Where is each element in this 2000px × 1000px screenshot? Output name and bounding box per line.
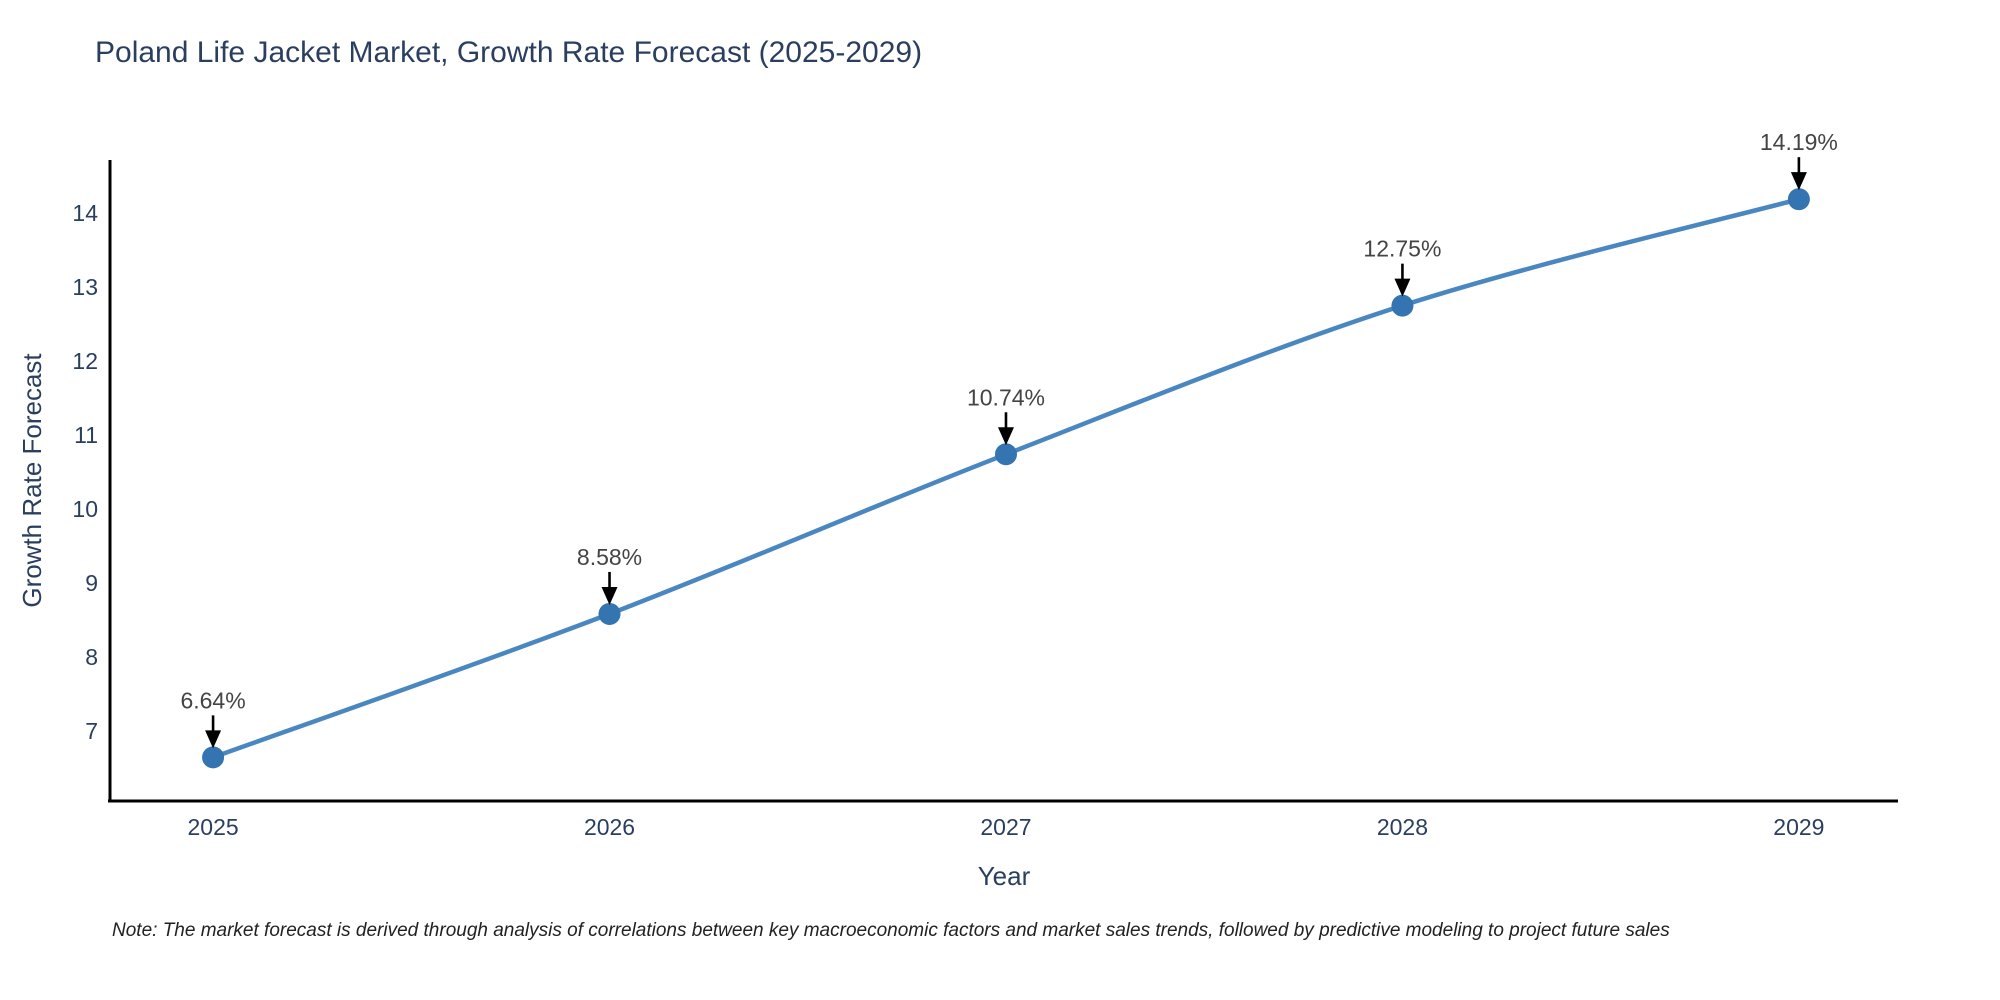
x-tick-label: 2027 [980, 814, 1031, 840]
footnote: Note: The market forecast is derived thr… [112, 920, 1670, 941]
annotation-arrowhead-icon [601, 586, 618, 605]
annotation-arrowhead-icon [1790, 172, 1807, 191]
annotation-arrowhead-icon [205, 730, 222, 749]
data-point-marker [598, 602, 621, 625]
y-tick-label: 12 [72, 348, 98, 374]
x-tick-label: 2026 [584, 814, 635, 840]
data-point-marker [1787, 188, 1810, 211]
annotation-arrowhead-icon [997, 427, 1014, 446]
x-tick-label: 2029 [1773, 814, 1824, 840]
y-tick-label: 7 [85, 718, 98, 744]
series-line [210, 196, 1802, 760]
y-tick-label: 14 [72, 200, 98, 226]
point-annotation-label: 12.75% [1363, 236, 1441, 262]
y-tick-label: 11 [74, 422, 98, 448]
data-point-marker [1391, 294, 1414, 317]
x-tick-label: 2025 [187, 814, 238, 840]
y-tick-label: 8 [85, 644, 98, 670]
annotation-arrowhead-icon [1394, 278, 1411, 297]
data-point-marker [994, 443, 1017, 466]
point-annotation-label: 14.19% [1760, 129, 1838, 155]
chart-title: Poland Life Jacket Market, Growth Rate F… [95, 36, 923, 69]
y-tick-label: 13 [72, 274, 98, 300]
data-point-marker [202, 746, 225, 769]
x-axis-title: Year [978, 861, 1031, 891]
y-axis-title: Growth Rate Forecast [17, 353, 47, 608]
point-annotation-label: 8.58% [577, 544, 642, 570]
x-tick-label: 2028 [1377, 814, 1428, 840]
y-tick-label: 10 [72, 496, 98, 522]
point-annotation-label: 10.74% [967, 384, 1045, 410]
y-tick-label: 9 [85, 570, 98, 596]
point-annotation-label: 6.64% [180, 687, 245, 713]
